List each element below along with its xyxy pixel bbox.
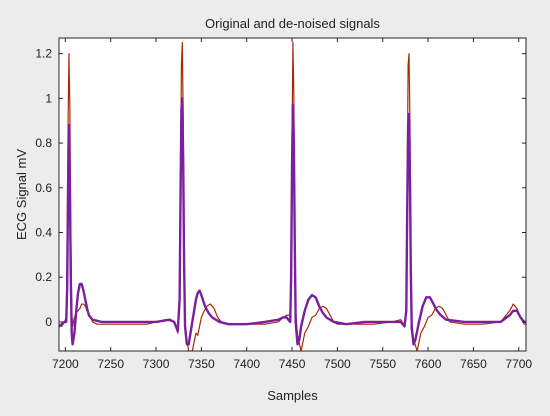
- x-tick-label: 7600: [415, 357, 442, 371]
- y-tick-label: 1.2: [35, 47, 52, 61]
- series-2-line: [59, 97, 526, 346]
- y-tick-label: 0.8: [35, 136, 52, 150]
- y-tick-label: 0.6: [35, 181, 52, 195]
- x-axis-label: Samples: [267, 388, 318, 403]
- y-tick-label: 1: [45, 91, 52, 105]
- x-axis: 7200 7250 7300 7350 7400 7450 7500 7550 7600 7650…: [52, 38, 532, 371]
- y-axis-label: ECG Signal mV: [14, 149, 29, 240]
- x-tick-label: 7450: [279, 357, 306, 371]
- x-tick-label: 7500: [324, 357, 351, 371]
- x-tick-label: 7650: [460, 357, 487, 371]
- x-tick-label: 7250: [97, 357, 124, 371]
- chart-title: Original and de-noised signals: [205, 16, 380, 31]
- x-tick-label: 7200: [52, 357, 79, 371]
- series-layer: [59, 41, 526, 351]
- x-tick-label: 7400: [233, 357, 260, 371]
- x-tick-label: 7350: [188, 357, 215, 371]
- y-tick-label: 0.4: [35, 226, 52, 240]
- y-tick-label: 0: [45, 315, 52, 329]
- x-tick-label: 7300: [143, 357, 170, 371]
- x-tick-label: 7550: [369, 357, 396, 371]
- y-axis: 0 0.2 0.4 0.6 0.8 1 1.2: [35, 47, 526, 329]
- y-tick-label: 0.2: [35, 270, 52, 284]
- x-tick-label: 7700: [505, 357, 532, 371]
